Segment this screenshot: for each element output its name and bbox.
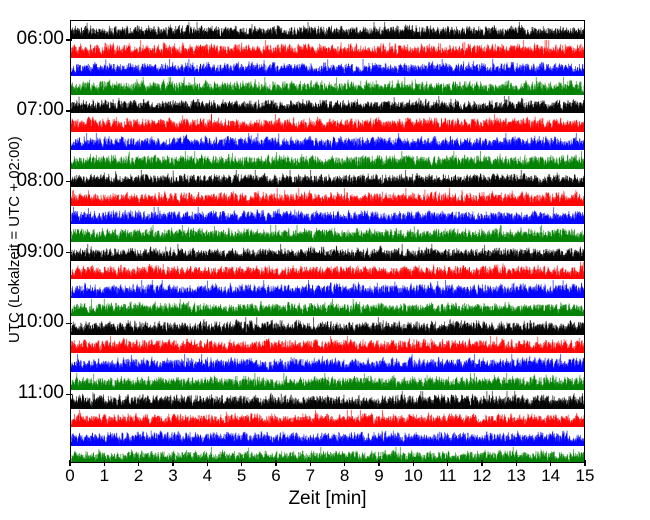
- waveform-row-15: [71, 298, 584, 316]
- waveform-canvas-3: [71, 76, 584, 94]
- waveform-row-12: [71, 243, 584, 261]
- x-tick-label-3: 3: [158, 466, 188, 486]
- waveform-canvas-20: [71, 390, 584, 408]
- waveform-canvas-7: [71, 150, 584, 168]
- waveform-canvas-5: [71, 113, 584, 131]
- waveform-row-14: [71, 279, 584, 297]
- waveform-canvas-14: [71, 279, 584, 297]
- waveform-row-1: [71, 39, 584, 57]
- waveform-row-18: [71, 353, 584, 371]
- waveform-canvas-17: [71, 335, 584, 353]
- waveform-canvas-10: [71, 206, 584, 224]
- x-tick-label-14: 14: [536, 466, 566, 486]
- waveform-canvas-23: [71, 446, 584, 463]
- y-tick-mark-0: [66, 39, 72, 41]
- y-tick-mark-4: [66, 323, 72, 325]
- x-tick-label-13: 13: [501, 466, 531, 486]
- y-tick-mark-1: [66, 110, 72, 112]
- x-tick-label-4: 4: [192, 466, 222, 486]
- waveform-canvas-13: [71, 261, 584, 279]
- x-tick-label-8: 8: [330, 466, 360, 486]
- waveform-canvas-8: [71, 169, 584, 187]
- waveform-canvas-15: [71, 298, 584, 316]
- waveform-row-21: [71, 409, 584, 427]
- x-tick-label-2: 2: [124, 466, 154, 486]
- waveform-row-0: [71, 21, 584, 39]
- waveform-row-16: [71, 316, 584, 334]
- x-tick-label-7: 7: [295, 466, 325, 486]
- waveform-canvas-1: [71, 39, 584, 57]
- waveform-canvas-6: [71, 132, 584, 150]
- waveform-row-11: [71, 224, 584, 242]
- plot-area: [70, 20, 585, 463]
- y-tick-label-3: 09:00: [8, 241, 64, 263]
- waveform-row-9: [71, 187, 584, 205]
- waveform-row-10: [71, 206, 584, 224]
- waveform-row-22: [71, 427, 584, 445]
- waveform-canvas-18: [71, 353, 584, 371]
- waveform-canvas-12: [71, 243, 584, 261]
- waveform-canvas-2: [71, 58, 584, 76]
- x-axis-label: Zeit [min]: [70, 488, 585, 510]
- waveform-row-3: [71, 76, 584, 94]
- waveform-canvas-19: [71, 372, 584, 390]
- waveform-row-6: [71, 132, 584, 150]
- waveform-canvas-22: [71, 427, 584, 445]
- waveform-row-4: [71, 95, 584, 113]
- y-tick-label-0: 06:00: [8, 28, 64, 50]
- waveform-row-7: [71, 150, 584, 168]
- waveform-row-20: [71, 390, 584, 408]
- waveform-row-23: [71, 446, 584, 463]
- x-tick-label-1: 1: [89, 466, 119, 486]
- waveform-row-17: [71, 335, 584, 353]
- waveform-row-13: [71, 261, 584, 279]
- y-tick-label-1: 07:00: [8, 99, 64, 121]
- waveform-canvas-16: [71, 316, 584, 334]
- waveform-canvas-9: [71, 187, 584, 205]
- x-tick-label-11: 11: [433, 466, 463, 486]
- x-tick-label-12: 12: [467, 466, 497, 486]
- waveform-row-8: [71, 169, 584, 187]
- chart-container: UTC (Lokalzeit = UTC + 02:00) 06:00 07:00…: [0, 0, 650, 520]
- y-tick-mark-5: [66, 394, 72, 396]
- x-tick-label-15: 15: [570, 466, 600, 486]
- y-tick-label-4: 10:00: [8, 311, 64, 333]
- waveform-row-5: [71, 113, 584, 131]
- waveform-canvas-4: [71, 95, 584, 113]
- x-tick-label-6: 6: [261, 466, 291, 486]
- y-tick-label-5: 11:00: [8, 382, 64, 404]
- waveform-canvas-0: [71, 21, 584, 39]
- waveform-row-19: [71, 372, 584, 390]
- x-tick-label-5: 5: [227, 466, 257, 486]
- y-tick-mark-2: [66, 181, 72, 183]
- waveform-row-2: [71, 58, 584, 76]
- y-tick-mark-3: [66, 252, 72, 254]
- x-tick-label-9: 9: [364, 466, 394, 486]
- y-tick-label-2: 08:00: [8, 170, 64, 192]
- x-tick-label-0: 0: [55, 466, 85, 486]
- x-tick-label-10: 10: [398, 466, 428, 486]
- waveform-canvas-11: [71, 224, 584, 242]
- waveform-canvas-21: [71, 409, 584, 427]
